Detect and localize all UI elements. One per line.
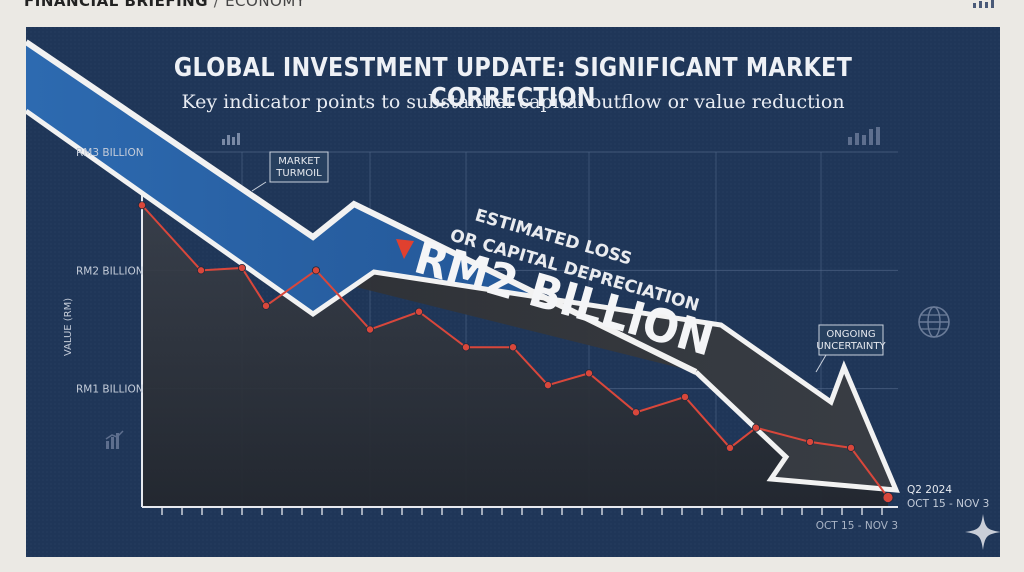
- globe-icon: [918, 306, 950, 338]
- y-tick-label: RM1 BILLION: [76, 384, 144, 396]
- data-point: [847, 443, 856, 452]
- bar-chart-icon: [848, 127, 880, 145]
- bar-chart-icon: [222, 133, 240, 145]
- data-point: [632, 408, 641, 417]
- series-line: [138, 201, 894, 503]
- y-tick-label: RM3 BILLION: [76, 147, 144, 159]
- chart-subtitle: Key indicator points to substantial capi…: [181, 91, 845, 113]
- x-end-label: Q2 2024: [907, 484, 952, 496]
- data-point: [752, 423, 761, 432]
- arrow-bottom-edge: [26, 108, 900, 493]
- annotation-line2: TURMOIL: [275, 168, 322, 179]
- chart-title: GLOBAL INVESTMENT UPDATE: SIGNIFICANT MA…: [173, 53, 853, 113]
- annotation-line1: MARKET: [278, 156, 320, 167]
- area-shape: [142, 205, 888, 507]
- annotation-line2: UNCERTAINTY: [816, 341, 886, 352]
- x-ticks: [161, 507, 883, 515]
- annotation-pointer: [815, 354, 827, 373]
- data-line: [141, 204, 889, 499]
- data-point: [681, 392, 690, 401]
- data-point: [414, 307, 423, 316]
- y-axis-label: VALUE (RM): [63, 298, 74, 356]
- data-point: [311, 266, 320, 275]
- x-end-sublabel: OCT 15 - NOV 3: [907, 498, 989, 510]
- data-point: [585, 369, 594, 378]
- sparkle-icon: [965, 514, 1000, 550]
- chart-panel: RM3 BILLION RM2 BILLION RM1 BILLION VALUE (…: [26, 27, 1000, 557]
- top-bar: FINANCIAL BRIEFING / ECONOMY: [0, 0, 1024, 26]
- briefing-label: FINANCIAL BRIEFING / ECONOMY: [24, 0, 305, 10]
- data-point: [882, 492, 894, 503]
- section-name: FINANCIAL BRIEFING: [24, 0, 209, 10]
- y-tick-label: RM2 BILLION: [76, 265, 144, 277]
- data-point: [461, 343, 470, 352]
- down-triangle-icon: [396, 239, 414, 259]
- separator: /: [213, 0, 220, 10]
- bar-chart-icon: [105, 430, 124, 449]
- category-name: ECONOMY: [225, 0, 306, 10]
- data-point: [508, 343, 517, 352]
- chart-svg: RM3 BILLION RM2 BILLION RM1 BILLION VALUE (…: [26, 27, 1000, 557]
- bottom-margin: [0, 557, 1024, 572]
- annotation-pointer: [251, 181, 267, 192]
- x-axis-label: OCT 15 - NOV 3: [816, 520, 898, 532]
- data-point: [237, 263, 246, 272]
- data-point: [544, 381, 553, 390]
- annotation-box: [818, 324, 884, 356]
- trend-arrow: [26, 39, 900, 493]
- data-point: [261, 301, 270, 310]
- annotation-line1: ONGOING: [826, 329, 875, 340]
- data-point: [365, 325, 374, 334]
- data-point: [806, 437, 815, 446]
- bar-chart-icon: [973, 0, 994, 8]
- data-point: [726, 443, 735, 452]
- annotation-box: [269, 151, 329, 183]
- arrow-top-edge: [26, 39, 698, 375]
- arrow-blue-face: [26, 42, 896, 490]
- arrow-dark-face: [26, 111, 896, 490]
- data-point: [138, 201, 147, 210]
- data-point: [196, 266, 205, 275]
